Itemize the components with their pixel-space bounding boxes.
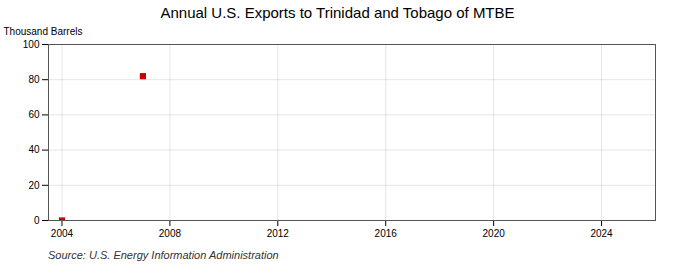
- svg-text:40: 40: [28, 144, 40, 155]
- svg-text:0: 0: [34, 215, 40, 226]
- svg-text:60: 60: [28, 109, 40, 120]
- html-text:Annual U.S. Exports to Trinida: Annual U.S. Exports to Trinidad and Toba…: [160, 4, 515, 21]
- svg-text:2024: 2024: [590, 228, 613, 239]
- svg-text:2008: 2008: [159, 228, 182, 239]
- html-text:Source: U.S. Energy Informatio: Source: U.S. Energy Information Administ…: [48, 249, 279, 261]
- svg-text:2020: 2020: [483, 228, 506, 239]
- svg-text:2012: 2012: [267, 228, 290, 239]
- svg-text:100: 100: [23, 39, 40, 50]
- svg-text:Thousand Barrels: Thousand Barrels: [4, 26, 83, 37]
- svg-text:80: 80: [28, 74, 40, 85]
- svg-text:2004: 2004: [51, 228, 74, 239]
- svg-text:2016: 2016: [375, 228, 398, 239]
- svg-text:20: 20: [28, 180, 40, 191]
